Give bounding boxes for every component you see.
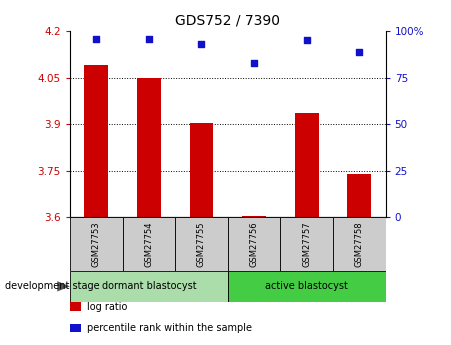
Bar (70, 324, 81, 332)
Text: GSM27757: GSM27757 (302, 221, 311, 267)
Text: GSM27754: GSM27754 (144, 221, 153, 267)
Text: GSM27755: GSM27755 (197, 221, 206, 267)
Text: development stage: development stage (5, 282, 99, 291)
Point (198, 41, 205, 47)
Point (145, 36, 152, 41)
Point (250, 60, 258, 66)
Bar (70, 271, 228, 302)
Bar (347, 174, 371, 217)
Text: GSM27753: GSM27753 (92, 221, 101, 267)
Text: GSM27756: GSM27756 (249, 221, 258, 267)
Point (92, 36, 100, 41)
Bar (175, 217, 228, 271)
Bar (295, 114, 318, 217)
Text: GSM27758: GSM27758 (355, 221, 364, 267)
Text: percentile rank within the sample: percentile rank within the sample (87, 323, 252, 333)
Bar (70, 303, 81, 311)
Text: dormant blastocyst: dormant blastocyst (101, 282, 196, 291)
Point (356, 49, 363, 54)
Bar (333, 217, 386, 271)
Bar (189, 123, 213, 217)
Title: GDS752 / 7390: GDS752 / 7390 (175, 13, 280, 27)
Bar (281, 217, 333, 271)
Text: log ratio: log ratio (87, 302, 128, 312)
Bar (70, 217, 123, 271)
Bar (137, 78, 161, 217)
Point (303, 38, 310, 43)
Bar (242, 216, 266, 217)
Text: active blastocyst: active blastocyst (265, 282, 348, 291)
Bar (84, 65, 108, 217)
Polygon shape (57, 281, 70, 292)
Bar (123, 217, 175, 271)
Bar (228, 217, 281, 271)
Bar (228, 271, 386, 302)
